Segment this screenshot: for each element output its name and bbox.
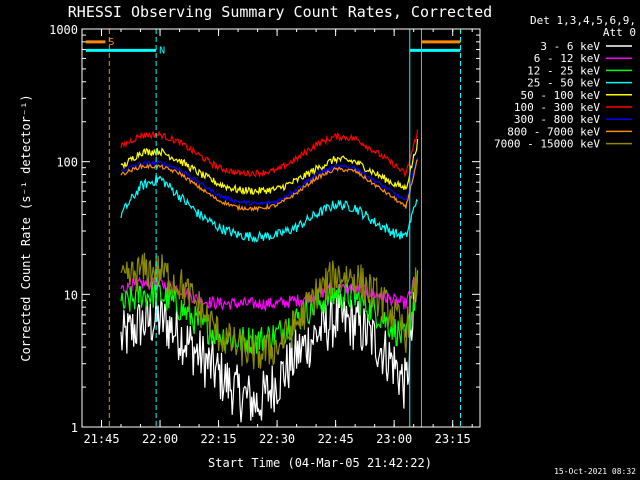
legend-header-0: Det 1,3,4,5,6,9,: [530, 14, 636, 27]
legend-label-1: 6 - 12 keV: [534, 52, 601, 65]
flag-label-2: N: [159, 45, 165, 56]
flag-bars: SN: [85, 37, 461, 56]
x-tick-label-3: 22:30: [259, 432, 295, 446]
y-tick-label-3: 1000: [49, 23, 78, 37]
x-tick-label-5: 23:00: [376, 432, 412, 446]
legend-label-3: 25 - 50 keV: [527, 77, 600, 90]
chart-title: RHESSI Observing Summary Count Rates, Co…: [68, 3, 492, 21]
legend-header-1: Att 0: [603, 26, 636, 39]
y-tick-label-0: 1: [71, 421, 78, 435]
x-tick-label-1: 22:00: [142, 432, 178, 446]
legend-label-4: 50 - 100 keV: [521, 89, 601, 102]
series-line-7: [120, 159, 419, 213]
y-axis-label: Corrected Count Rate (s⁻¹ detector⁻¹): [19, 94, 33, 361]
y-axis: 1 10 100 1000: [49, 23, 480, 435]
y-tick-label-1: 10: [64, 288, 78, 302]
series-line-3: [120, 175, 418, 244]
series-line-6: [120, 157, 419, 206]
series-line-2: [120, 270, 419, 356]
series-line-4: [120, 139, 419, 196]
legend-label-0: 3 - 6 keV: [540, 40, 600, 53]
legend-label-6: 300 - 800 keV: [514, 113, 600, 126]
x-tick-label-6: 23:15: [435, 432, 471, 446]
x-tick-label-2: 22:15: [201, 432, 237, 446]
y-tick-label-2: 100: [56, 156, 78, 170]
x-tick-label-4: 22:45: [318, 432, 354, 446]
x-tick-label-0: 21:45: [83, 432, 119, 446]
x-axis: 21:45 22:00 22:15 22:30 22:45 23:00 23:15: [81, 29, 473, 446]
footer-timestamp: 15-Oct-2021 08:32: [554, 467, 636, 476]
series-line-5: [120, 129, 419, 179]
x-axis-label: Start Time (04-Mar-05 21:42:22): [208, 456, 432, 470]
legend-label-2: 12 - 25 keV: [527, 64, 600, 77]
plot-frame: [81, 28, 481, 428]
legend-label-7: 800 - 7000 keV: [507, 125, 600, 138]
series-layer: [120, 129, 419, 423]
series-line-8: [120, 252, 419, 370]
legend-label-8: 7000 - 15000 keV: [494, 138, 600, 151]
flag-label-0: S: [108, 37, 114, 48]
legend-label-5: 100 - 300 keV: [514, 101, 600, 114]
